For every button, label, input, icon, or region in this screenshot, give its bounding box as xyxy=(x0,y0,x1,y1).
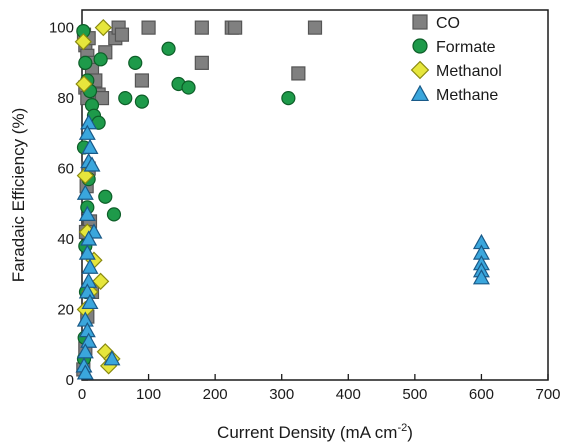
y-tick-label: 80 xyxy=(57,90,74,107)
legend-label: Formate xyxy=(436,39,496,56)
formate-point xyxy=(106,207,122,222)
legend-label: CO xyxy=(436,15,460,32)
formate-point xyxy=(134,94,150,109)
x-tick-label: 400 xyxy=(336,386,361,403)
methane-point xyxy=(81,293,99,310)
methane-point xyxy=(78,283,96,299)
methane-point xyxy=(103,350,121,366)
series-co xyxy=(76,20,323,377)
y-tick-label: 20 xyxy=(57,302,74,319)
co-point xyxy=(228,20,243,35)
x-tick-label: 500 xyxy=(402,386,427,403)
methane-point xyxy=(78,205,96,221)
formate-point xyxy=(98,189,113,204)
legend-label: Methanol xyxy=(436,63,502,80)
series-formate xyxy=(76,24,296,366)
co-point xyxy=(114,27,130,42)
formate-point xyxy=(128,55,143,70)
methane-point xyxy=(76,343,94,359)
x-tick-label: 100 xyxy=(136,386,161,403)
x-tick-label: 300 xyxy=(269,386,294,403)
formate-point xyxy=(78,55,93,70)
formate-point xyxy=(161,41,176,56)
methanol-point xyxy=(76,166,94,185)
y-axis-title: Faradaic Efficiency (%) xyxy=(9,108,28,282)
methane-point xyxy=(80,230,98,246)
legend-square-marker xyxy=(412,14,428,30)
legend-triangle-marker xyxy=(410,84,430,102)
co-point xyxy=(94,90,110,106)
methane-point xyxy=(78,244,96,260)
methanol-point xyxy=(74,33,92,51)
methane-point xyxy=(81,138,99,155)
co-point xyxy=(291,66,306,81)
x-axis-title: Current Density (mA cm-2) xyxy=(217,422,413,442)
formate-point xyxy=(93,52,108,67)
methanol-point xyxy=(91,272,110,290)
legend-label: Methane xyxy=(436,87,498,104)
legend-entry-methane: Methane xyxy=(410,84,498,104)
methane-point xyxy=(76,364,94,380)
methane-point xyxy=(76,184,94,200)
y-tick-label: 60 xyxy=(57,161,74,178)
formate-point xyxy=(281,90,296,106)
co-point xyxy=(307,20,323,35)
y-tick-label: 100 xyxy=(49,20,74,37)
x-tick-label: 700 xyxy=(535,386,560,403)
methanol-point xyxy=(75,75,93,93)
methane-point xyxy=(83,156,101,172)
data-markers xyxy=(74,18,490,380)
co-point xyxy=(134,73,150,88)
co-point xyxy=(194,55,209,70)
x-axis-ticks: 0 100 200 300 400 500 600 700 xyxy=(78,374,561,403)
formate-point xyxy=(181,80,196,95)
methanol-point xyxy=(94,18,112,37)
formate-point xyxy=(118,90,133,106)
legend-entry-methanol: Methanol xyxy=(410,60,502,80)
y-tick-label: 0 xyxy=(66,372,74,389)
y-tick-label: 40 xyxy=(57,231,74,248)
x-tick-label: 0 xyxy=(78,386,86,403)
legend: CO Formate Methanol Methane xyxy=(410,14,502,104)
x-tick-label: 200 xyxy=(203,386,228,403)
methane-point xyxy=(78,124,96,140)
plot-area: 0 100 200 300 400 500 600 700 0 20 40 60 80 100 xyxy=(49,9,561,403)
methane-point xyxy=(81,258,99,274)
legend-entry-co: CO xyxy=(412,14,460,32)
series-methane xyxy=(75,114,490,380)
methane-point xyxy=(472,269,490,285)
legend-entry-formate: Formate xyxy=(412,38,496,56)
co-point xyxy=(194,20,209,35)
legend-diamond-marker xyxy=(410,60,430,80)
co-point xyxy=(141,20,156,35)
legend-circle-marker xyxy=(412,38,428,54)
x-tick-label: 600 xyxy=(469,386,494,403)
